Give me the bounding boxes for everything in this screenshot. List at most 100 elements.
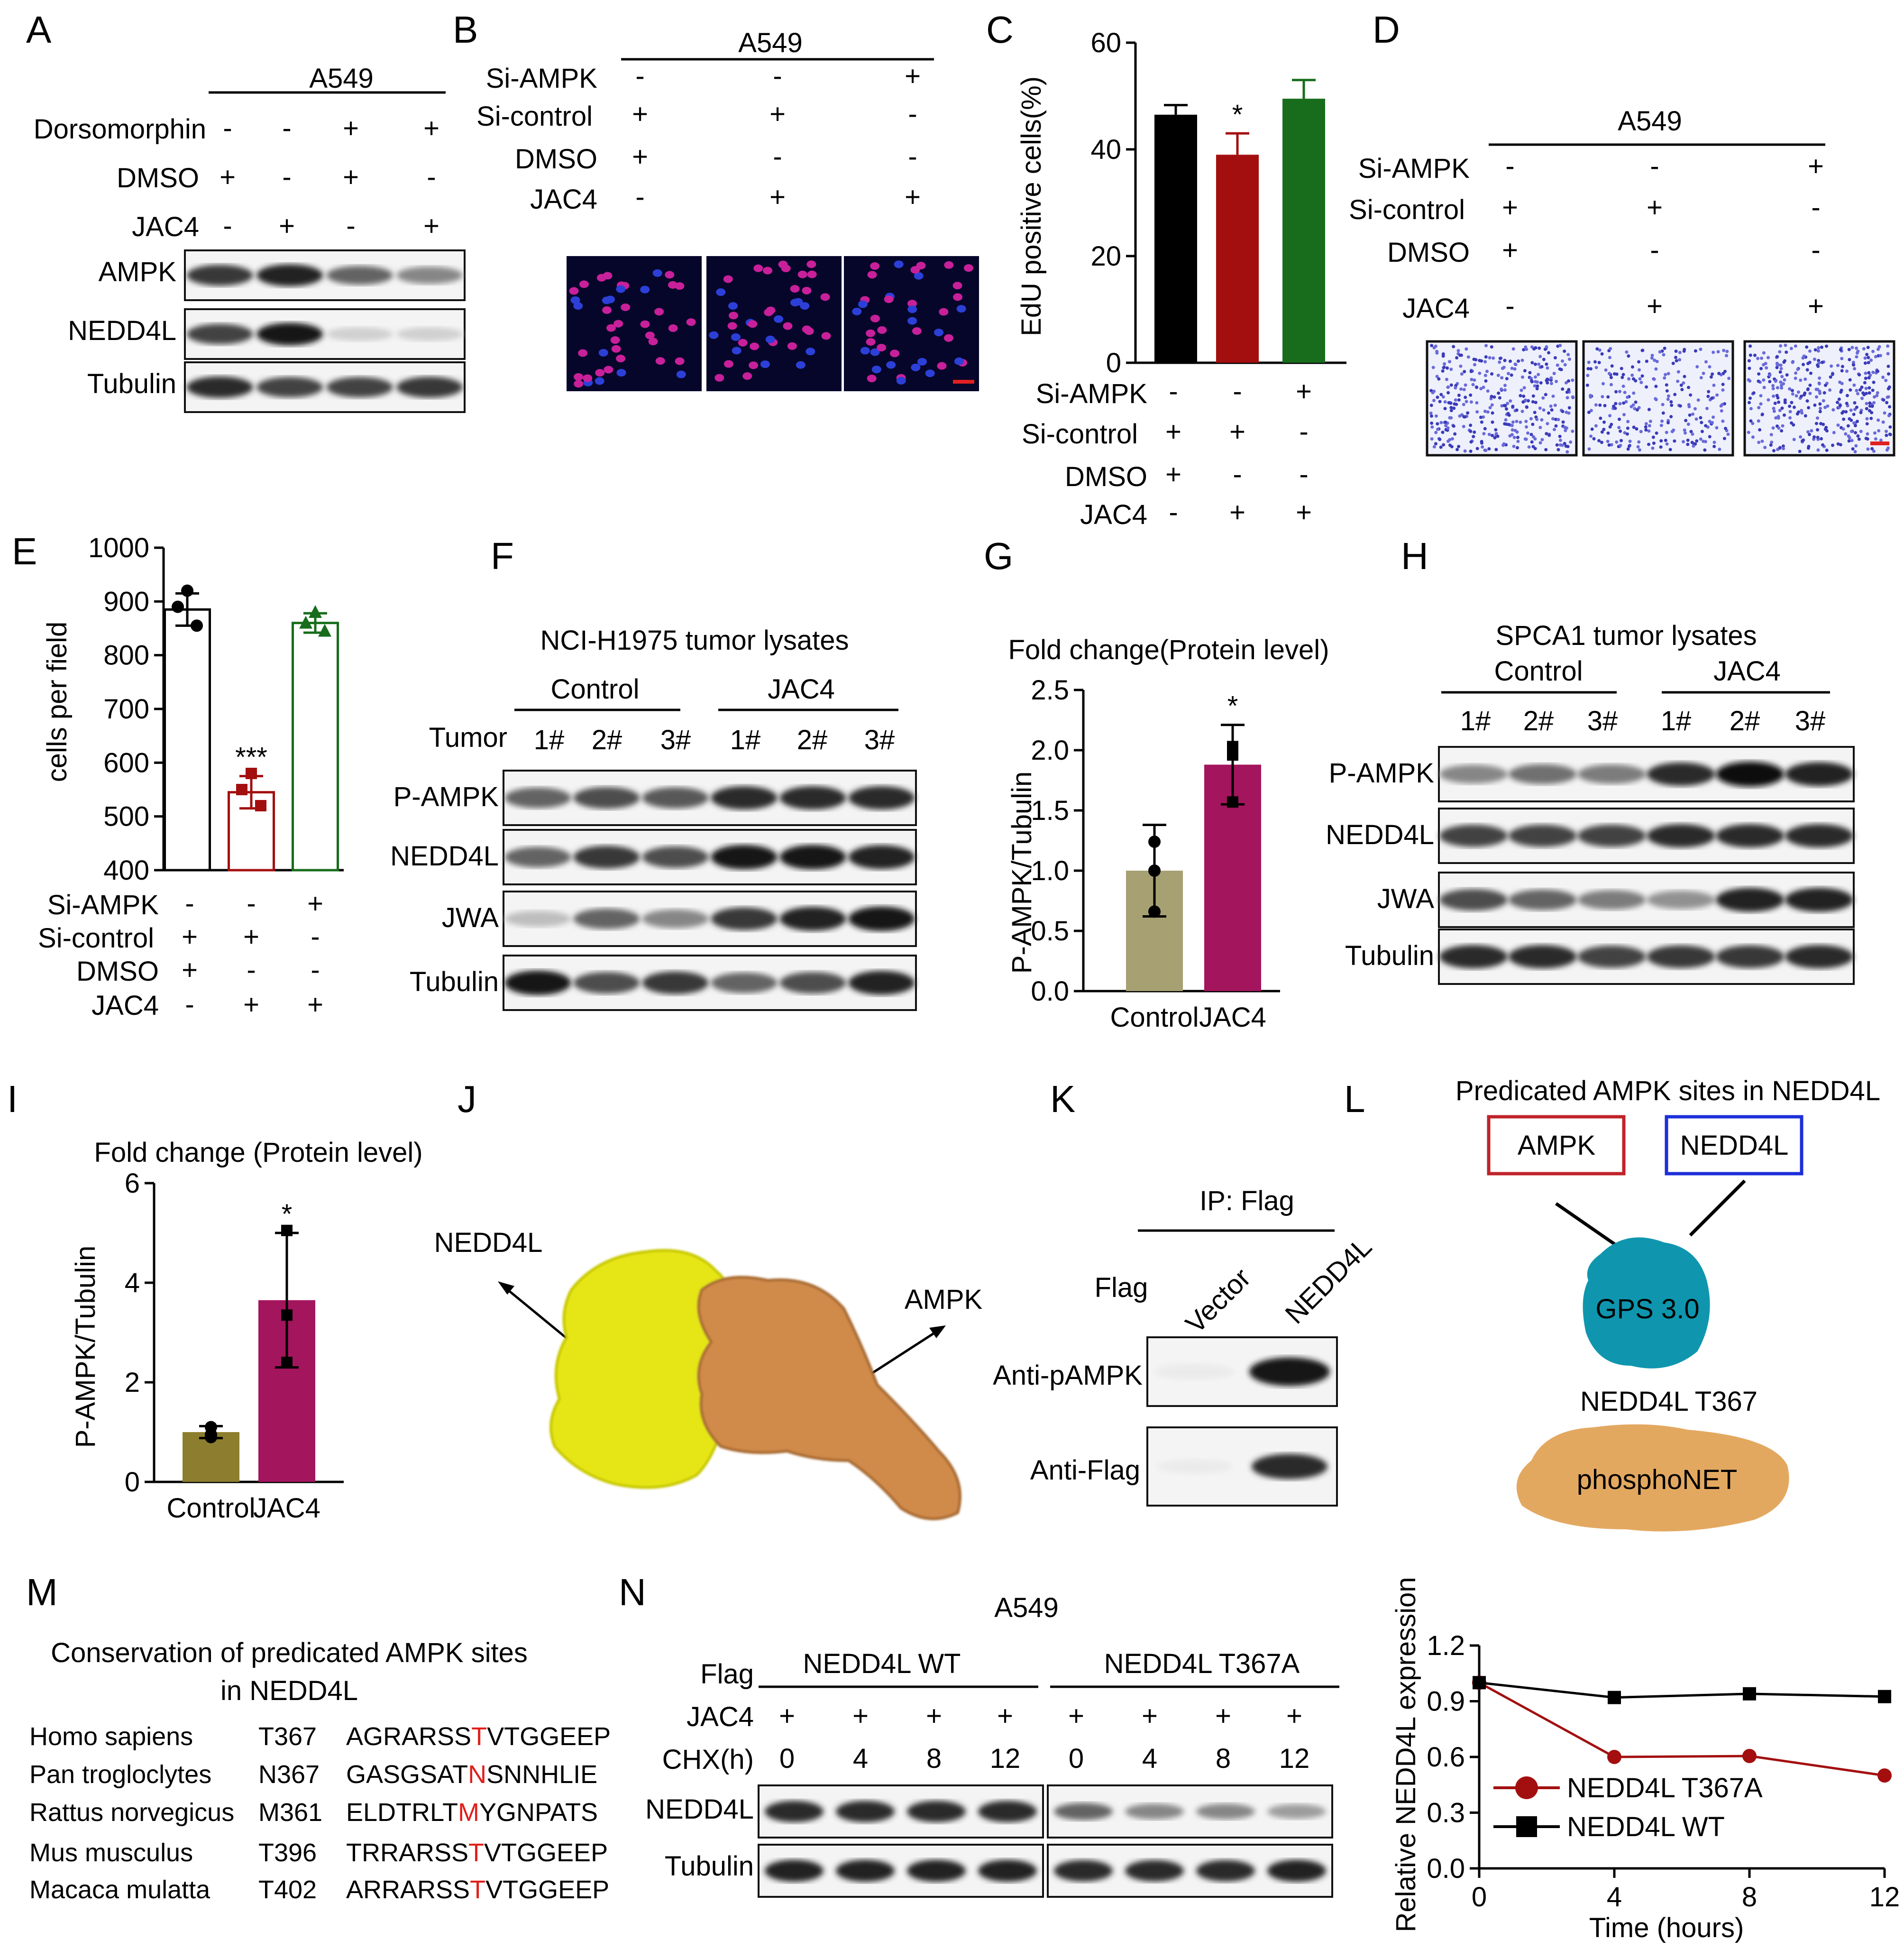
d-cell	[1718, 448, 1721, 451]
d-cell	[1676, 379, 1680, 383]
i-y-tick-label: 6	[125, 1168, 140, 1199]
d-cell	[1473, 363, 1476, 367]
a-blot-ampk-band	[326, 266, 393, 285]
m-sequence: TRRARSSTVTGGEEP	[346, 1839, 608, 1867]
d-cell	[1594, 366, 1598, 369]
d-cell	[1620, 367, 1623, 370]
h-blot-jwa-band	[1785, 888, 1854, 912]
d-cell	[1687, 405, 1691, 409]
d-cell	[1874, 355, 1877, 359]
panel-c: EdU positive cells(%) 0 20 40 60 * Si-AMPK S…	[1016, 28, 1346, 530]
b-nucleus	[912, 327, 922, 335]
a-label-dorsomorphin: Dorsomorphin	[34, 114, 206, 145]
g-point	[1148, 905, 1161, 918]
d-cell	[1762, 351, 1766, 355]
b-treatment-grid: - - + + + - + - - - + +	[632, 61, 921, 212]
d-cell	[1632, 377, 1636, 381]
c-sign: -	[1169, 376, 1178, 407]
b-label-jac4: JAC4	[530, 184, 597, 215]
d-cell	[1703, 440, 1707, 443]
j-label-ampk: AMPK	[905, 1284, 983, 1315]
d-cell	[1726, 432, 1730, 436]
m-row: Mus musculus T396 TRRARSSTVTGGEEP	[29, 1839, 608, 1867]
d-cell	[1831, 372, 1834, 376]
e-bar-chart: 400 500 600 700 800 900 1000 ***	[88, 533, 344, 886]
d-cell	[1587, 411, 1591, 414]
d-cell	[1472, 358, 1476, 361]
d-cell	[1486, 410, 1490, 414]
b-nucleus	[866, 338, 876, 346]
d-cell	[1430, 437, 1434, 441]
d-cell	[1529, 417, 1533, 421]
d-cell	[1612, 405, 1616, 408]
d-cell	[1604, 368, 1608, 372]
d-cell	[1589, 409, 1593, 413]
d-cell	[1457, 394, 1461, 397]
c-sign: +	[1229, 416, 1245, 447]
m-species: Mus musculus	[29, 1839, 193, 1867]
d-cell	[1536, 384, 1539, 388]
h-tumor-label: 3#	[1795, 706, 1826, 736]
b-sign: +	[632, 141, 648, 172]
i-title: Fold change (Protein level)	[94, 1137, 422, 1168]
d-cell	[1794, 377, 1797, 380]
h-blot-jwa	[1438, 872, 1855, 928]
d-sign: -	[1505, 291, 1514, 322]
d-cell	[1865, 422, 1869, 426]
k-title: IP: Flag	[1199, 1186, 1294, 1216]
d-cell	[1808, 392, 1812, 395]
d-cell	[1487, 447, 1491, 450]
d-cell	[1863, 361, 1867, 365]
l-tool-gps: GPS 3.0	[1595, 1294, 1699, 1324]
h-blot-p-ampk-band	[1577, 764, 1646, 784]
d-cell	[1816, 364, 1820, 368]
b-nucleus	[956, 305, 966, 313]
n-sign: 8	[926, 1743, 942, 1774]
panel-letter-e: E	[12, 530, 37, 572]
d-cell	[1511, 420, 1515, 424]
d-cell	[1749, 407, 1753, 411]
n-blot-nedd4l-t367a-band	[1054, 1803, 1113, 1820]
d-cell	[1561, 410, 1565, 414]
d-cell	[1849, 388, 1852, 392]
m-seq-post: VTGGEEP	[487, 1722, 611, 1751]
b-label-dmso: DMSO	[515, 144, 597, 175]
d-cell	[1511, 405, 1515, 408]
h-blot-jwa-frame	[1438, 872, 1855, 928]
panel-letter-f: F	[491, 535, 514, 577]
d-cell	[1563, 349, 1566, 353]
d-cell	[1867, 376, 1871, 380]
k-blot-flag	[1146, 1426, 1338, 1507]
d-cell	[1682, 381, 1685, 385]
d-sign: -	[1505, 151, 1514, 182]
d-cell	[1455, 356, 1459, 359]
h-blot-nedd4l-band	[1716, 824, 1785, 848]
d-cell	[1828, 388, 1832, 392]
d-cell	[1512, 436, 1516, 440]
e-label-jac4: JAC4	[92, 990, 159, 1021]
d-cell	[1550, 408, 1554, 412]
d-cell	[1747, 431, 1750, 434]
b-cell-line: A549	[738, 28, 802, 58]
protein-docking-structure	[549, 1249, 961, 1520]
d-cell	[1872, 401, 1876, 405]
d-cell	[1840, 365, 1844, 368]
d-cell	[1669, 400, 1673, 404]
l-title: Predicated AMPK sites in NEDD4L	[1455, 1076, 1880, 1106]
d-cell	[1561, 359, 1565, 363]
d-cell	[1689, 430, 1693, 433]
f-blot-p-ampk-band	[711, 786, 778, 810]
d-sign: -	[1811, 192, 1820, 223]
d-cell	[1779, 367, 1783, 370]
d-cell	[1778, 408, 1782, 412]
b-nucleus	[579, 280, 589, 288]
d-cell	[1862, 347, 1866, 351]
a-sign: -	[223, 211, 232, 241]
d-cell	[1712, 415, 1715, 419]
d-cell	[1865, 353, 1869, 357]
d-cell	[1820, 345, 1823, 349]
d-cell	[1844, 432, 1848, 436]
d-cell	[1469, 450, 1473, 453]
d-cell	[1441, 431, 1445, 434]
d-cell	[1760, 439, 1764, 443]
